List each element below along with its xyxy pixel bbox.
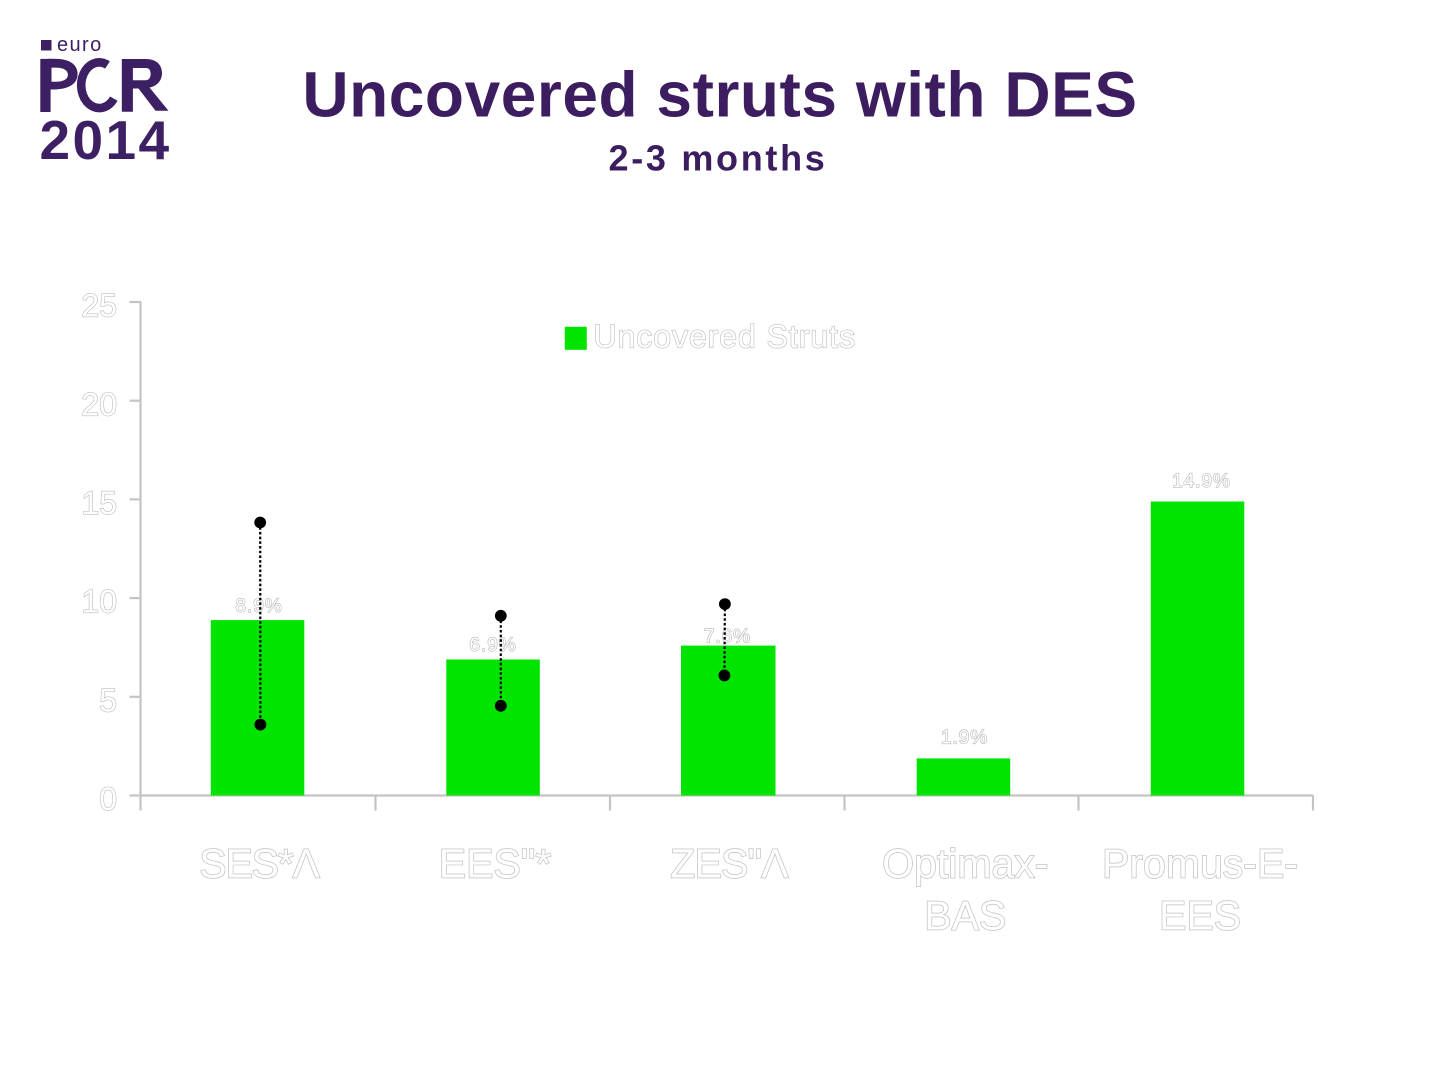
svg-text:euro: euro: [57, 34, 103, 56]
svg-text:5: 5: [99, 682, 117, 718]
svg-text:25: 25: [81, 288, 117, 324]
svg-text:BAS: BAS: [924, 893, 1006, 939]
svg-text:2014: 2014: [40, 109, 172, 171]
svg-text:EES"*: EES"*: [439, 841, 552, 887]
svg-text:0: 0: [99, 781, 117, 817]
svg-text:Promus-E-: Promus-E-: [1102, 841, 1298, 887]
svg-text:14.9%: 14.9%: [1172, 471, 1231, 492]
svg-text:SES*Λ: SES*Λ: [199, 841, 320, 887]
svg-text:Optimax-: Optimax-: [882, 841, 1048, 887]
svg-text:7.6%: 7.6%: [704, 627, 751, 648]
svg-text:6.9%: 6.9%: [469, 635, 516, 656]
svg-text:2-3 months: 2-3 months: [608, 138, 827, 179]
svg-text:Uncovered struts with DES: Uncovered struts with DES: [302, 58, 1137, 130]
svg-text:ZES"Λ: ZES"Λ: [670, 841, 789, 887]
svg-text:15: 15: [81, 485, 117, 521]
svg-text:EES: EES: [1159, 893, 1241, 939]
svg-text:8.9%: 8.9%: [235, 596, 282, 617]
svg-text:10: 10: [81, 584, 117, 620]
svg-text:20: 20: [81, 386, 117, 422]
svg-text:Uncovered Struts: Uncovered Struts: [594, 319, 856, 355]
svg-text:1.9%: 1.9%: [941, 727, 988, 748]
